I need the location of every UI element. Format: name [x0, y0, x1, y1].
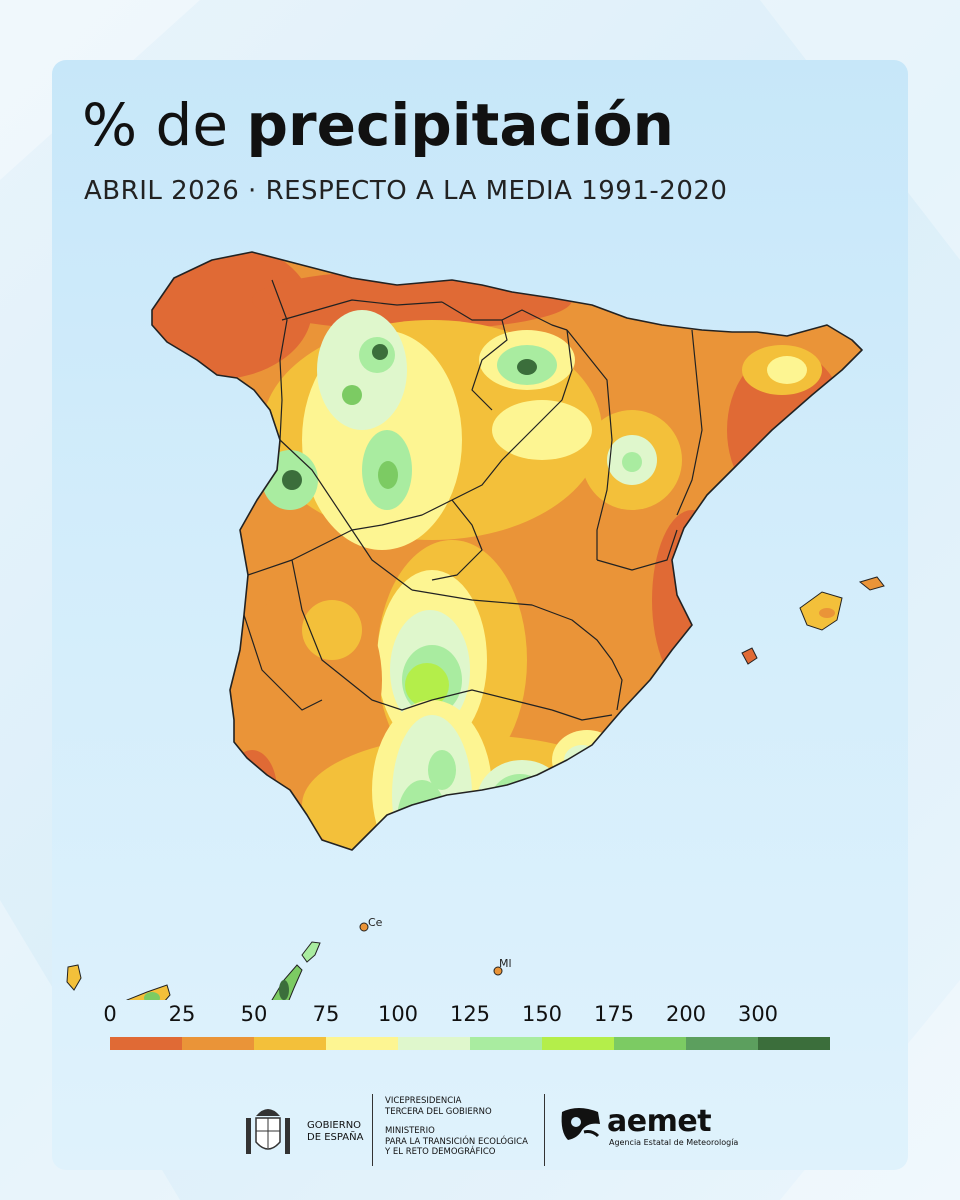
legend-swatch [110, 1037, 182, 1050]
legend-swatch [614, 1037, 686, 1050]
coat-of-arms-icon [246, 1109, 290, 1154]
aemet-wordmark: aemet [607, 1104, 712, 1139]
ministerio-line: PARA LA TRANSICIÓN ECOLÓGICA [385, 1136, 528, 1147]
legend-label: 100 [377, 1002, 419, 1026]
title-bold: precipitación [246, 91, 674, 159]
page-subtitle: ABRIL 2026 · RESPECTO A LA MEDIA 1991-20… [84, 176, 728, 206]
vicepresidencia-text: VICEPRESIDENCIA TERCERA DEL GOBIERNO [385, 1096, 492, 1117]
page-title: % de precipitación [82, 90, 674, 160]
legend-label: 200 [665, 1002, 707, 1026]
legend-swatch [398, 1037, 470, 1050]
gobierno-line: DE ESPAÑA [307, 1132, 364, 1143]
region-borders [151, 251, 863, 851]
melilla-label: Ml [499, 957, 512, 970]
legend-label: 125 [449, 1002, 491, 1026]
legend-color-bar [110, 1037, 830, 1050]
legend-swatch [182, 1037, 254, 1050]
ministerio-line: Y EL RETO DEMOGRÁFICO [385, 1147, 496, 1157]
legend-label: 150 [521, 1002, 563, 1026]
legend-label: 0 [103, 1002, 117, 1026]
footer: GOBIERNO DE ESPAÑA VICEPRESIDENCIA TERCE… [52, 1080, 908, 1170]
canary-islands [66, 941, 321, 1000]
precipitation-map: Ce Ml [66, 251, 885, 1000]
legend-swatch [254, 1037, 326, 1050]
legend-swatch [326, 1037, 398, 1050]
ceuta-label: Ce [368, 916, 383, 929]
aemet-subtitle: Agencia Estatal de Meteorología [609, 1138, 739, 1147]
vicepresidencia-line: VICEPRESIDENCIA [385, 1096, 462, 1106]
balearic-islands [741, 576, 885, 665]
legend-swatch [542, 1037, 614, 1050]
footer-divider [544, 1094, 545, 1166]
gobierno-text: GOBIERNO DE ESPAÑA [307, 1120, 363, 1144]
legend-labels: 0 25 50 75 100 125 150 175 200 300 [52, 1002, 908, 1032]
gobierno-line: GOBIERNO [307, 1120, 362, 1131]
ceuta: Ce [359, 916, 383, 932]
legend-label: 25 [168, 1002, 196, 1026]
ministerio-text: MINISTERIO PARA LA TRANSICIÓN ECOLÓGICA … [385, 1126, 528, 1158]
title-prefix: % de [82, 91, 229, 159]
map-card: % de precipitación ABRIL 2026 · RESPECTO… [52, 60, 908, 1170]
legend-label: 75 [312, 1002, 340, 1026]
legend-label: 300 [737, 1002, 779, 1026]
aemet-logo-icon [561, 1108, 600, 1140]
legend-swatch [470, 1037, 542, 1050]
legend-label: 50 [240, 1002, 268, 1026]
legend-swatch [686, 1037, 758, 1050]
footer-divider [372, 1094, 373, 1166]
vicepresidencia-line: TERCERA DEL GOBIERNO [385, 1106, 492, 1117]
ministerio-line: MINISTERIO [385, 1126, 435, 1136]
melilla: Ml [493, 957, 512, 976]
legend-label: 175 [593, 1002, 635, 1026]
legend-swatch [758, 1037, 830, 1050]
mainland-fill [152, 252, 862, 850]
